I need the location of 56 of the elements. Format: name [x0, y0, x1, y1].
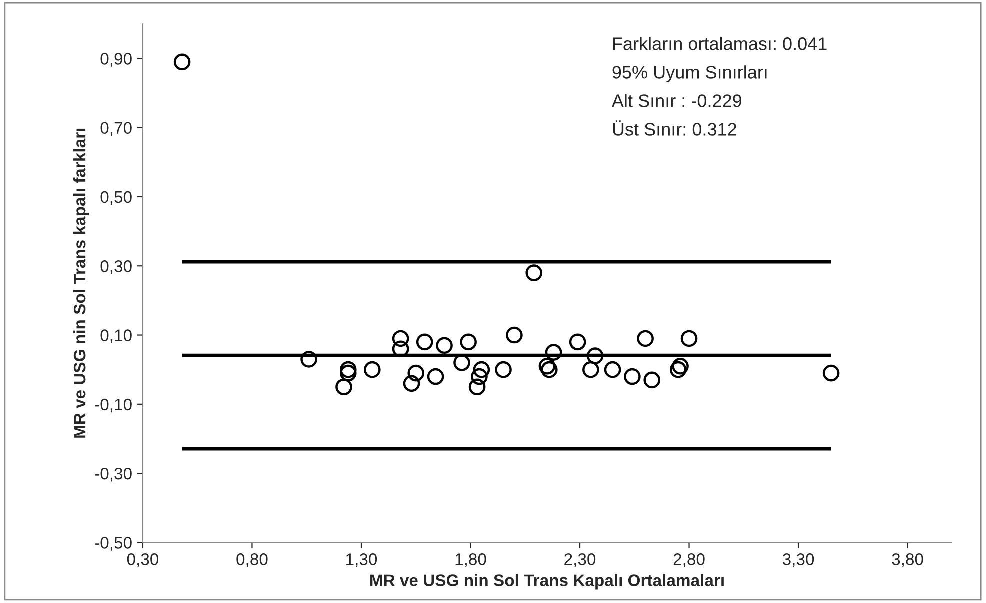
- y-tick-label: -0,10: [95, 398, 132, 413]
- point: [586, 348, 604, 364]
- point: [392, 340, 410, 358]
- annotation: Üst Sınır: 0.312: [613, 120, 736, 136]
- x-tick-label: 3,80: [892, 554, 924, 568]
- x-tick-label: 2,30: [564, 554, 596, 568]
- annotation: Farkların ortalaması: 0.041: [613, 37, 827, 50]
- y-tick-label: 0,30: [100, 260, 132, 274]
- annotation: 95% Uyum Sınırları: [612, 66, 767, 82]
- point: [408, 364, 425, 382]
- point: [822, 364, 840, 382]
- point: [680, 330, 698, 348]
- point: [670, 361, 687, 378]
- point: [364, 361, 381, 378]
- point: [569, 334, 586, 351]
- x-tick-label: 1,30: [346, 554, 378, 568]
- x-axis-title: MR ve USG nin Sol Trans Kapalı Ortalamaları: [370, 574, 724, 590]
- y-tick-label: -0,30: [95, 468, 132, 482]
- point: [538, 358, 556, 375]
- point: [506, 326, 523, 344]
- point: [582, 361, 600, 378]
- point: [436, 337, 453, 354]
- point: [637, 330, 654, 348]
- x-tick-label: 1,80: [456, 554, 486, 568]
- point: [604, 361, 622, 378]
- point: [468, 378, 486, 396]
- point: [471, 368, 488, 386]
- point: [340, 361, 357, 378]
- point: [473, 361, 490, 378]
- point: [541, 361, 558, 378]
- x-tick-label: 2,80: [674, 554, 705, 568]
- point: [300, 351, 318, 368]
- x-tick-label: 3,30: [782, 554, 814, 568]
- point: [644, 372, 661, 389]
- y-tick-label: 0,90: [100, 53, 132, 67]
- point: [340, 364, 357, 382]
- x-tick-label: 0,30: [127, 554, 159, 568]
- point: [672, 358, 689, 375]
- point: [392, 330, 410, 348]
- point: [545, 344, 562, 361]
- point: [460, 334, 477, 351]
- y-tick-label: 0,70: [100, 122, 132, 136]
- y-tick-label: -0,50: [95, 537, 132, 551]
- annotation: Alt Sınır : -0.229: [612, 94, 742, 108]
- point: [495, 361, 512, 378]
- point: [416, 334, 434, 351]
- y-tick-label: 0,10: [100, 330, 132, 344]
- point: [336, 378, 352, 396]
- y-tick-label: 0,50: [100, 191, 132, 206]
- point: [526, 264, 543, 282]
- point: [624, 368, 641, 386]
- point: [427, 368, 444, 386]
- point: [174, 54, 191, 71]
- y-axis-title: MR ve USG nin Sol Trans kapalı farkları: [73, 128, 90, 438]
- point: [403, 375, 420, 392]
- x-tick-label: 0,80: [236, 554, 268, 568]
